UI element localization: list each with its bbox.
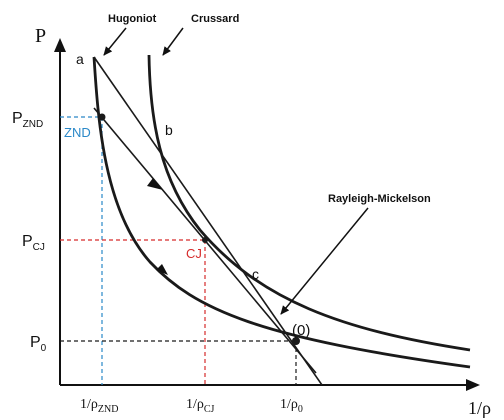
- rayleigh-label: Rayleigh-Mickelson: [328, 193, 431, 205]
- x-axis-arrow-icon: [466, 379, 480, 391]
- znd-point: [98, 113, 106, 121]
- point-a-label: a: [76, 51, 84, 67]
- znd-guides: [60, 116, 103, 385]
- point-b-label: b: [165, 122, 173, 138]
- y-tick-p0: P0: [30, 334, 47, 354]
- cj-point: [202, 237, 208, 243]
- crussard-pointer: [162, 27, 184, 56]
- hugoniot-label: Hugoniot: [108, 13, 157, 25]
- rayleigh-direction-arrow-icon: [147, 178, 163, 190]
- hugoniot-curve: [92, 56, 471, 369]
- x-tick-rho-cj: 1/ρCJ: [186, 397, 215, 415]
- crussard-curve: [147, 54, 471, 352]
- cj-point-label: CJ: [186, 246, 202, 261]
- y-tick-pcj: PCJ: [22, 233, 45, 253]
- rayleigh-line-upper: [93, 56, 323, 386]
- crussard-label: Crussard: [191, 13, 239, 25]
- zero-guides: [60, 340, 297, 385]
- x-tick-rho-znd: 1/ρZND: [80, 397, 118, 415]
- cj-guides: [60, 239, 206, 385]
- x-axis-label: 1/ρ: [468, 398, 491, 418]
- x-tick-rho-0: 1/ρ0: [280, 397, 303, 415]
- zero-point: [292, 337, 300, 345]
- y-tick-pznd: PZND: [12, 110, 43, 130]
- y-axis-arrow-icon: [54, 38, 66, 52]
- hugoniot-direction-arrow-icon: [156, 264, 168, 275]
- point-zero-label: (0): [292, 322, 310, 339]
- y-axis-label: P: [35, 25, 46, 47]
- znd-point-label: ZND: [64, 125, 91, 140]
- point-c-label: c: [252, 266, 259, 282]
- hugoniot-pointer: [103, 27, 127, 56]
- rayleigh-pointer: [280, 207, 369, 315]
